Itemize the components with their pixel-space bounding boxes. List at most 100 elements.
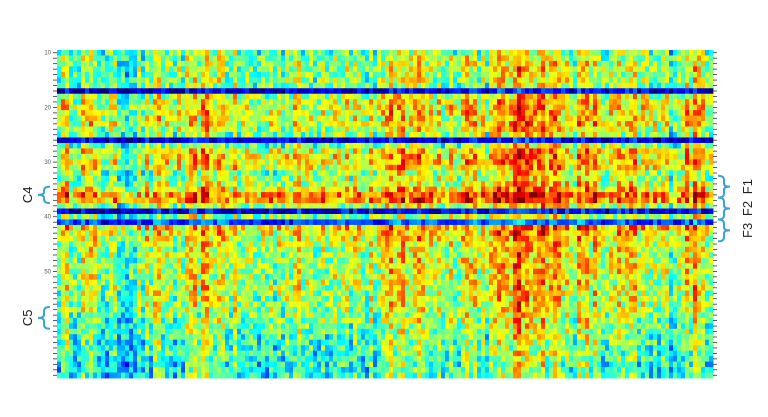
heatmap-cell	[709, 159, 714, 166]
heatmap-cell	[617, 175, 622, 182]
heatmap-cell	[701, 153, 706, 160]
heatmap-cell	[101, 60, 106, 67]
heatmap-cell	[165, 110, 170, 116]
heatmap-cell	[397, 126, 402, 133]
heatmap-cell	[321, 115, 326, 122]
heatmap-cell	[605, 60, 610, 67]
heatmap-cell	[305, 50, 310, 56]
heatmap-cell	[357, 164, 362, 171]
heatmap-cell	[541, 82, 546, 89]
heatmap-cell	[229, 88, 234, 95]
heatmap-cell	[421, 142, 426, 149]
heatmap-cell	[173, 66, 178, 73]
heatmap-cell	[121, 170, 126, 177]
heatmap-cell	[105, 50, 110, 56]
heatmap-cell	[625, 77, 630, 84]
heatmap-cell	[281, 88, 286, 95]
heatmap-cell	[529, 186, 534, 193]
heatmap-cell	[101, 137, 106, 144]
heatmap-cell	[313, 126, 318, 133]
heatmap-cell	[101, 104, 106, 111]
heatmap-cell	[665, 77, 670, 84]
heatmap-cell	[253, 175, 258, 182]
heatmap-cell	[481, 170, 486, 177]
heatmap-cell	[401, 148, 406, 155]
heatmap-cell	[309, 137, 314, 144]
heatmap-cell	[237, 137, 242, 144]
heatmap-cell	[549, 55, 554, 62]
heatmap-cell	[601, 55, 606, 62]
heatmap-cell	[137, 55, 142, 62]
heatmap-cell	[437, 77, 442, 84]
heatmap-cell	[325, 214, 330, 220]
heatmap-cell	[485, 93, 490, 100]
heatmap-cell	[169, 104, 174, 111]
heatmap-cell	[441, 197, 446, 204]
heatmap-cell	[237, 126, 242, 133]
heatmap-cell	[549, 148, 554, 155]
heatmap-cell	[629, 164, 634, 171]
heatmap-cell	[173, 82, 178, 89]
heatmap-cell	[409, 203, 414, 209]
heatmap-cell	[709, 99, 714, 106]
heatmap-cell	[233, 50, 238, 56]
heatmap-cell	[381, 126, 386, 133]
heatmap-cell	[517, 132, 522, 138]
heatmap-cell	[337, 55, 342, 62]
heatmap-cell	[133, 170, 138, 177]
heatmap-cell	[465, 186, 470, 193]
heatmap-cell	[161, 203, 166, 209]
heatmap-cell	[333, 153, 338, 160]
heatmap-cell	[489, 132, 494, 138]
heatmap-cell	[501, 197, 506, 204]
heatmap-cell	[497, 50, 502, 56]
heatmap-cell	[509, 50, 514, 56]
heatmap-cell	[301, 192, 306, 198]
heatmap-cell	[529, 88, 534, 95]
heatmap-cell	[57, 159, 62, 166]
heatmap-cell	[497, 126, 502, 133]
heatmap-cell	[165, 159, 170, 166]
heatmap-cell	[145, 132, 150, 138]
heatmap-cell	[269, 121, 274, 127]
heatmap-cell	[337, 153, 342, 160]
heatmap-cell	[417, 55, 422, 62]
heatmap-cell	[77, 164, 82, 171]
heatmap-cell	[661, 115, 666, 122]
heatmap-cell	[473, 93, 478, 100]
heatmap-cell	[501, 93, 506, 100]
heatmap-cell	[297, 142, 302, 149]
heatmap-cell	[521, 126, 526, 133]
heatmap-cell	[601, 60, 606, 67]
heatmap-cell	[249, 88, 254, 95]
heatmap-cell	[417, 148, 422, 155]
heatmap-cell	[173, 77, 178, 84]
heatmap-cell	[209, 197, 214, 204]
heatmap-cell	[225, 99, 230, 106]
heatmap-cell	[193, 104, 198, 111]
heatmap-cell	[225, 121, 230, 127]
heatmap-cell	[241, 50, 246, 56]
heatmap-cell	[153, 77, 158, 84]
heatmap-cell	[709, 137, 714, 144]
heatmap-cell	[529, 142, 534, 149]
heatmap-cell	[429, 203, 434, 209]
heatmap-cell	[249, 186, 254, 193]
heatmap-cell	[297, 132, 302, 138]
heatmap-cell	[449, 175, 454, 182]
heatmap-cell	[165, 170, 170, 177]
heatmap-cell	[93, 181, 98, 188]
heatmap-cell	[617, 164, 622, 171]
heatmap-cell	[557, 77, 562, 84]
heatmap-cell	[641, 115, 646, 122]
heatmap-cell	[609, 164, 614, 171]
heatmap-cell	[85, 121, 90, 127]
heatmap-cell	[253, 186, 258, 193]
heatmap-cell	[485, 126, 490, 133]
heatmap-cell	[125, 99, 130, 106]
heatmap-cell	[329, 77, 334, 84]
heatmap-cell	[613, 82, 618, 89]
heatmap-cell	[421, 208, 426, 215]
heatmap-cell	[361, 88, 366, 95]
heatmap-cell	[405, 93, 410, 100]
